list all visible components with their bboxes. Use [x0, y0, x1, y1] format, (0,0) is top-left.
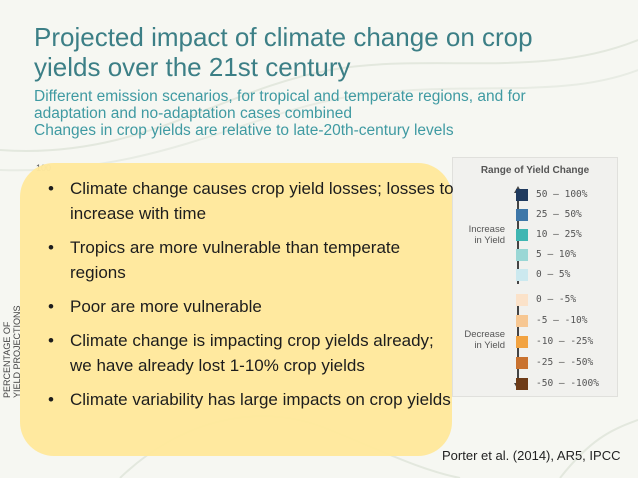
legend-item-label: 0 – -5%: [536, 294, 577, 305]
key-point: Climate change is impacting crop yields …: [44, 328, 454, 378]
legend-item-label: 50 – 100%: [536, 189, 588, 200]
decrease-label-line-1: Decrease: [464, 329, 505, 340]
slide-subtitle: Different emission scenarios, for tropic…: [34, 88, 614, 139]
legend-swatch: [516, 378, 528, 390]
key-point: Climate change causes crop yield losses;…: [44, 176, 454, 226]
legend-item-label: -25 – -50%: [536, 357, 594, 368]
key-points-list: Climate change causes crop yield losses;…: [44, 176, 454, 421]
subtitle-line: Different emission scenarios, for tropic…: [34, 88, 526, 105]
slide-title-line-2: yields over the 21st century: [34, 52, 351, 82]
legend-item-label: 0 – 5%: [536, 269, 571, 280]
slide-title-line-1: Projected impact of climate change on cr…: [34, 22, 533, 52]
legend-item-label: 10 – 25%: [536, 229, 582, 240]
legend-swatch: [516, 269, 528, 281]
yield-change-legend: Range of Yield Change Increase in Yield …: [452, 157, 618, 397]
legend-swatch: [516, 209, 528, 221]
y-axis-label-line-1: PERCENTAGE OF: [2, 321, 12, 398]
key-point: Tropics are more vulnerable than tempera…: [44, 235, 454, 285]
increase-label-line-2: in Yield: [474, 235, 505, 246]
slide-title: Projected impact of climate change on cr…: [34, 22, 594, 82]
key-point: Poor are more vulnerable: [44, 294, 454, 319]
legend-item-label: -5 – -10%: [536, 315, 588, 326]
decrease-group-label: Decrease in Yield: [464, 329, 505, 351]
legend-swatch: [516, 336, 528, 348]
legend-swatch: [516, 315, 528, 327]
y-axis-label: PERCENTAGE OF YIELD PROJECTIONS: [2, 305, 22, 398]
legend-swatch: [516, 294, 528, 306]
legend-swatch: [516, 189, 528, 201]
legend-item-label: -50 – -100%: [536, 378, 599, 389]
legend-item-label: -10 – -25%: [536, 336, 594, 347]
decrease-label-line-2: in Yield: [474, 340, 505, 351]
subtitle-line: Changes in crop yields are relative to l…: [34, 122, 454, 139]
increase-label-line-1: Increase: [468, 224, 505, 235]
legend-swatch: [516, 249, 528, 261]
subtitle-line: adaptation and no-adaptation cases combi…: [34, 105, 352, 122]
legend-item-label: 5 – 10%: [536, 249, 577, 260]
legend-swatch: [516, 357, 528, 369]
legend-title: Range of Yield Change: [480, 165, 590, 176]
legend-swatch: [516, 229, 528, 241]
increase-group-label: Increase in Yield: [469, 224, 505, 246]
key-point: Climate variability has large impacts on…: [44, 387, 454, 412]
citation: Porter et al. (2014), AR5, IPCC: [442, 448, 621, 463]
legend-item-label: 25 – 50%: [536, 209, 582, 220]
